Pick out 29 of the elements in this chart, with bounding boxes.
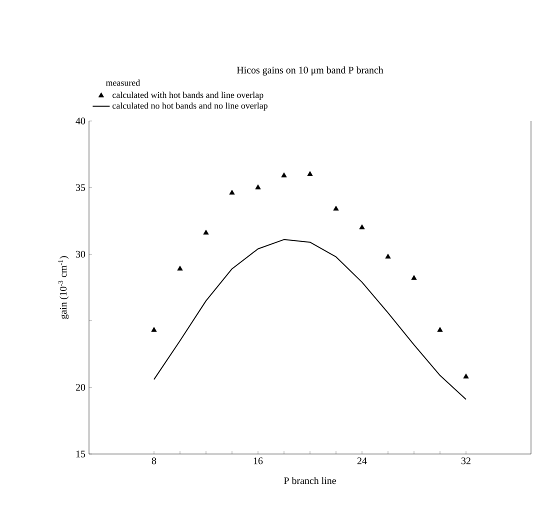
chart-title: Hicos gains on 10 μm band P branch [236, 66, 384, 76]
x-tick-label: 24 [357, 458, 367, 464]
text: measured [106, 80, 140, 86]
point [307, 171, 313, 176]
y-tick-label: 40 [76, 118, 86, 124]
legend-label: calculated no hot bands and no line overlap [112, 102, 268, 111]
point [411, 274, 417, 280]
point [229, 190, 235, 195]
point [255, 184, 261, 190]
point [203, 230, 209, 235]
x-tick-label: 8 [152, 458, 156, 464]
y-tick-label: 15 [76, 450, 86, 458]
point [151, 326, 157, 332]
point [359, 224, 365, 230]
point [333, 206, 339, 211]
point [437, 326, 443, 332]
x-tick-label: 16 [254, 458, 263, 464]
point [281, 172, 287, 178]
legend-label: calculated with hot bands and line overlap [112, 92, 264, 100]
y-tick-label: 35 [76, 184, 86, 191]
point [177, 266, 183, 271]
y-axis-title: gain (10$^{-3}$ cm$^{-1}$) [58, 256, 69, 319]
x-axis-title: P branch line [284, 477, 336, 484]
y-tick-label: 30 [76, 250, 86, 258]
y-tick-label: 20 [76, 384, 86, 391]
point [385, 254, 391, 259]
point [463, 374, 469, 378]
x-tick-label: 32 [462, 458, 470, 464]
line-series [154, 239, 467, 400]
